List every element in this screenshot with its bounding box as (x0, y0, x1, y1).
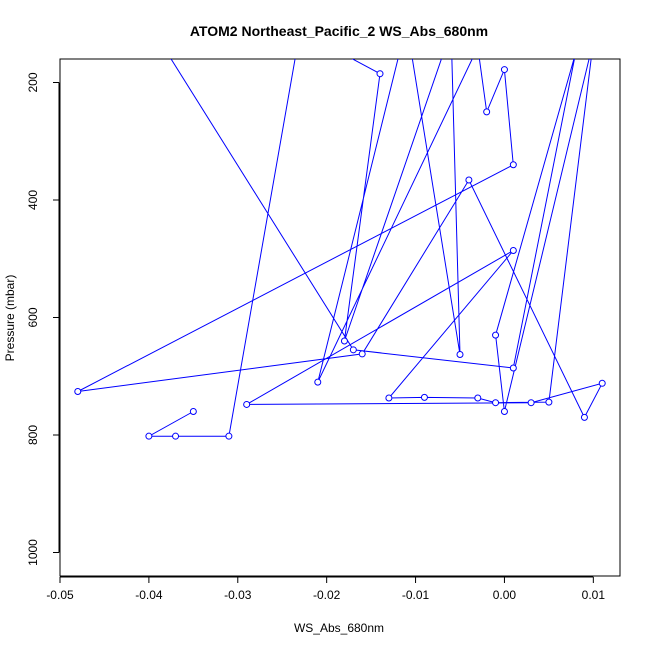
data-point (340, 337, 348, 345)
x-tick-label: -0.05 (46, 588, 74, 602)
data-point (74, 388, 82, 396)
data-point (545, 398, 553, 406)
data-point (465, 176, 473, 184)
data-point (376, 70, 384, 78)
x-tick-label: -0.02 (313, 588, 341, 602)
series-line (77, 59, 604, 437)
x-tick-label: 0.01 (582, 588, 606, 602)
data-point (590, 38, 596, 44)
data-point (573, 50, 579, 56)
y-axis-label: Pressure (mbar) (3, 275, 17, 362)
data-point (456, 351, 464, 359)
y-axis: 200 400 600 800 1000 (26, 72, 60, 566)
data-point (145, 432, 153, 440)
y-tick-label: 800 (26, 425, 40, 445)
data-point (500, 66, 508, 74)
x-axis: -0.05 -0.04 -0.03 -0.02 -0.01 0.00 0.01 (46, 576, 606, 602)
data-point (385, 394, 393, 402)
data-point (509, 247, 517, 255)
data-point (500, 408, 508, 415)
data-point (483, 108, 491, 116)
series-layer (74, 38, 606, 440)
data-point (598, 379, 606, 387)
x-tick-label: -0.04 (135, 588, 163, 602)
data-point (420, 393, 428, 401)
data-point (475, 44, 481, 50)
x-tick-label: -0.01 (402, 588, 430, 602)
y-tick-label: 400 (26, 190, 40, 210)
data-point (509, 161, 517, 169)
data-point (314, 378, 322, 386)
plot-frame (59, 58, 621, 577)
data-point (474, 394, 482, 402)
x-axis-label: WS_Abs_680nm (294, 621, 384, 635)
y-tick-label: 600 (26, 307, 40, 327)
x-tick-label: 0.00 (493, 588, 517, 602)
data-point (225, 432, 233, 440)
data-point (349, 346, 357, 354)
x-tick-label: -0.03 (224, 588, 252, 602)
data-point (580, 413, 588, 421)
data-point (492, 331, 500, 339)
y-tick-label: 200 (26, 72, 40, 92)
data-point (164, 49, 170, 55)
data-point (492, 399, 500, 407)
data-point (243, 400, 251, 408)
y-tick-label: 1000 (26, 539, 40, 566)
data-point (527, 399, 535, 407)
data-point (509, 364, 517, 372)
chart-title: ATOM2 Northeast_Pacific_2 WS_Abs_680nm (190, 23, 488, 39)
data-point (189, 408, 197, 415)
data-point (358, 350, 366, 358)
data-point (172, 432, 180, 440)
